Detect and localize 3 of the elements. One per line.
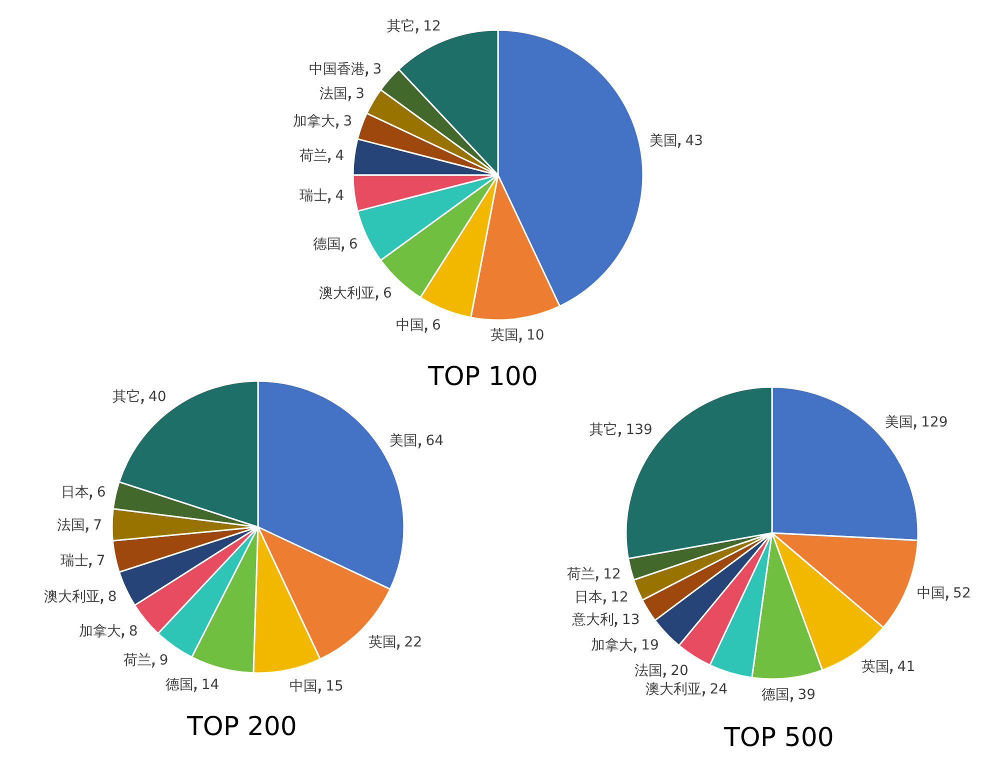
title: TOP 500 xyxy=(724,723,834,753)
title: TOP 100 xyxy=(428,362,538,392)
title: TOP 200 xyxy=(187,712,297,742)
